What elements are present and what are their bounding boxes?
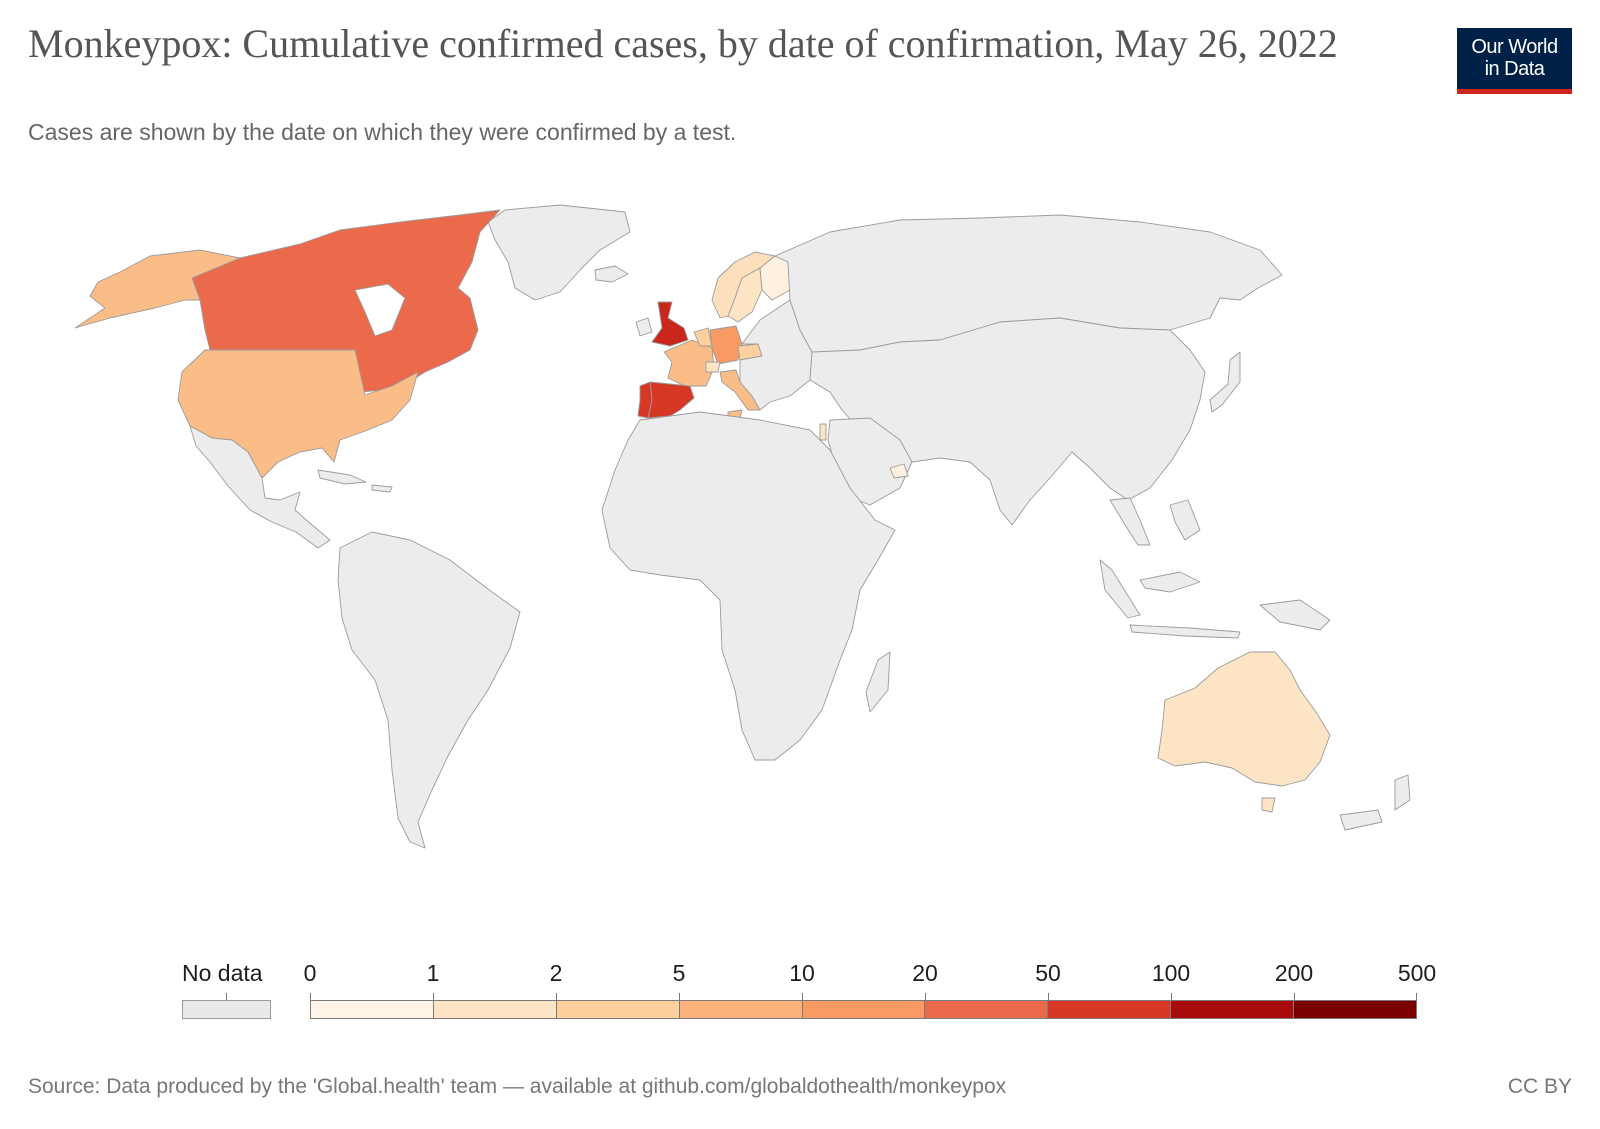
source-note[interactable]: Source: Data produced by the 'Global.hea… xyxy=(28,1075,1007,1098)
legend-tick-line-6 xyxy=(1048,993,1049,1000)
region-israel[interactable] xyxy=(819,423,827,441)
legend-tick-line-8 xyxy=(1294,993,1295,1000)
region-uae[interactable] xyxy=(889,463,909,479)
region-united-kingdom[interactable] xyxy=(651,301,689,347)
legend-tick-line-5 xyxy=(925,993,926,1000)
region-australia[interactable] xyxy=(1157,651,1331,787)
legend-tick-line-3 xyxy=(679,993,680,1000)
legend-bin-0[interactable] xyxy=(311,1001,434,1018)
legend-tick-line-1 xyxy=(433,993,434,1000)
region-germany[interactable] xyxy=(709,325,743,365)
region-alaska[interactable] xyxy=(74,249,241,329)
legend-no-data-swatch[interactable] xyxy=(182,1000,271,1019)
legend-tick-0: 0 xyxy=(303,960,317,986)
legend-tick-4: 10 xyxy=(789,960,815,986)
region-tasmania[interactable] xyxy=(1261,797,1276,813)
legend-tick-line-4 xyxy=(802,993,803,1000)
legend-tick-7: 100 xyxy=(1151,960,1191,986)
region-portugal[interactable] xyxy=(637,381,653,419)
map-svg[interactable] xyxy=(60,195,1500,885)
legend-tick-line-7 xyxy=(1171,993,1172,1000)
region-iceland[interactable] xyxy=(594,265,629,283)
legend-tick-labels: 0 1 2 5 10 20 50 100 200 500 xyxy=(0,960,1600,990)
legend-tick-5: 20 xyxy=(912,960,938,986)
legend-bin-6[interactable] xyxy=(1048,1001,1172,1018)
legend-bin-2[interactable] xyxy=(556,1001,680,1018)
chart-title: Monkeypox: Cumulative confirmed cases, b… xyxy=(28,21,1338,66)
region-canada[interactable] xyxy=(191,209,501,393)
region-ireland[interactable] xyxy=(635,317,653,337)
legend-tick-6: 50 xyxy=(1035,960,1061,986)
legend-bin-8[interactable] xyxy=(1294,1001,1417,1018)
region-indonesia[interactable] xyxy=(1129,599,1331,639)
logo-line-2: in Data xyxy=(1484,58,1545,80)
license-link[interactable]: CC BY xyxy=(1507,1075,1572,1098)
world-map[interactable] xyxy=(60,195,1500,885)
region-switzerland[interactable] xyxy=(705,361,721,373)
legend-bin-4[interactable] xyxy=(802,1001,926,1018)
map-legend: No data 0 1 2 5 10 20 50 100 200 500 xyxy=(0,960,1600,1030)
region-new-zealand[interactable] xyxy=(1339,774,1411,831)
region-southeast-asia[interactable] xyxy=(1099,497,1201,619)
legend-tick-line-2 xyxy=(556,993,557,1000)
owid-logo[interactable]: Our World in Data xyxy=(1457,28,1572,94)
legend-tick-2: 2 xyxy=(549,960,563,986)
legend-bin-3[interactable] xyxy=(679,1001,803,1018)
legend-tick-1: 1 xyxy=(426,960,440,986)
chart-subtitle: Cases are shown by the date on which the… xyxy=(28,119,737,145)
legend-bin-7[interactable] xyxy=(1171,1001,1295,1018)
legend-no-data-tick xyxy=(226,993,227,1000)
region-madagascar[interactable] xyxy=(865,651,891,713)
legend-no-data-label: No data xyxy=(182,960,263,986)
legend-tick-3: 5 xyxy=(672,960,686,986)
region-japan[interactable] xyxy=(1209,351,1241,413)
legend-bin-1[interactable] xyxy=(433,1001,557,1018)
region-mexico[interactable] xyxy=(189,425,331,549)
region-spain[interactable] xyxy=(647,381,695,419)
legend-bin-5[interactable] xyxy=(925,1001,1049,1018)
legend-tick-9: 500 xyxy=(1397,960,1437,986)
legend-color-bins xyxy=(310,1000,1417,1019)
legend-tick-line-0 xyxy=(310,993,311,1000)
logo-line-1: Our World xyxy=(1471,36,1558,58)
region-caribbean[interactable] xyxy=(317,469,393,493)
region-south-america[interactable] xyxy=(337,531,521,849)
region-africa[interactable] xyxy=(601,411,896,761)
legend-tick-line-9 xyxy=(1416,993,1417,1000)
region-greenland[interactable] xyxy=(487,204,631,301)
legend-tick-8: 200 xyxy=(1274,960,1314,986)
